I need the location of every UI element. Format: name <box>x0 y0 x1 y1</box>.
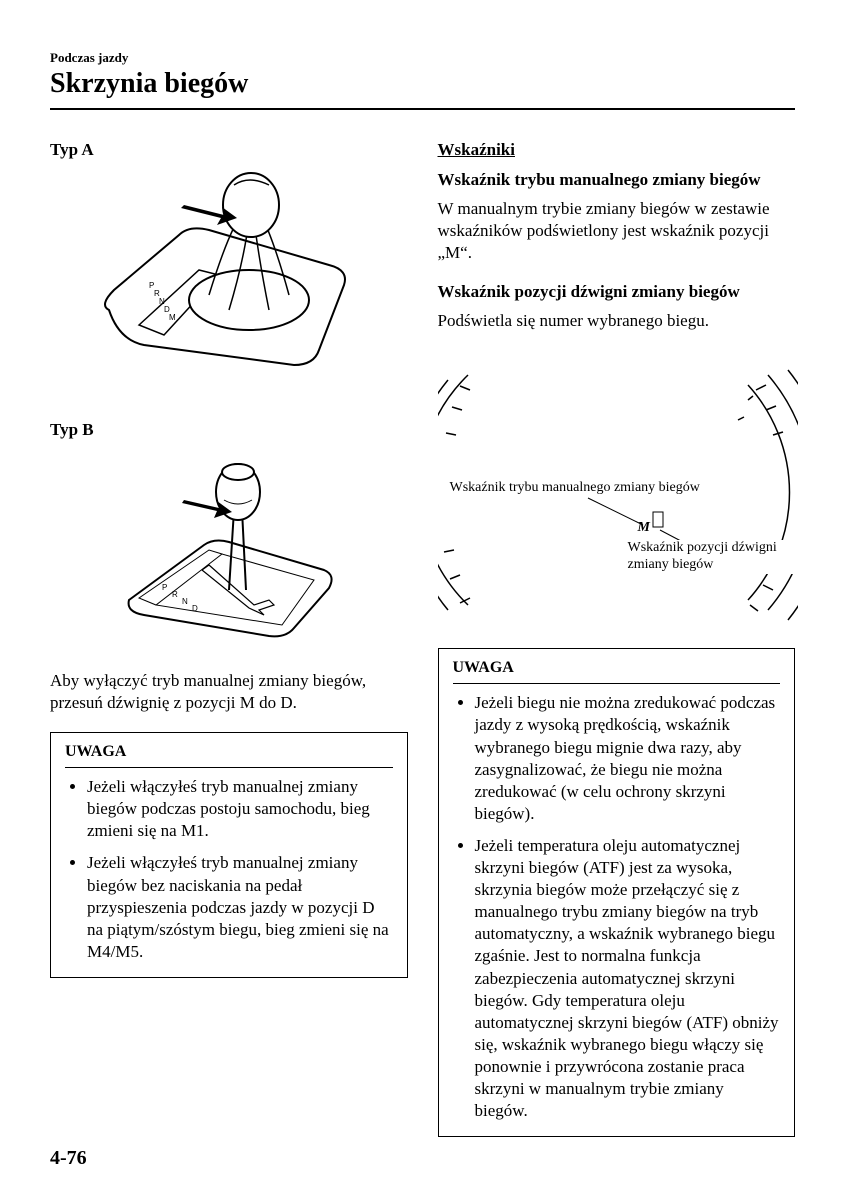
chapter-label: Podczas jazdy <box>50 50 795 66</box>
right-note-list: Jeżeli biegu nie można zredukować podcza… <box>453 692 781 1122</box>
left-note-title: UWAGA <box>65 743 393 768</box>
section-title: Skrzynia biegów <box>50 68 795 100</box>
gauge-label-manual-mode: Wskaźnik trybu manualnego zmiany biegów <box>450 480 760 497</box>
manual-mode-heading: Wskaźnik trybu manualnego zmiany biegów <box>438 170 796 190</box>
right-column: Wskaźniki Wskaźnik trybu manualnego zmia… <box>438 140 796 1155</box>
svg-text:M: M <box>169 313 176 322</box>
content-columns: Typ A P R N D M <box>50 140 795 1155</box>
gear-pos-heading: Wskaźnik pozycji dźwigni zmiany biegów <box>438 282 796 302</box>
right-note-box: UWAGA Jeżeli biegu nie można zredukować … <box>438 648 796 1137</box>
left-note-item: Jeżeli włączyłeś tryb manualnej zmiany b… <box>87 776 393 842</box>
left-column: Typ A P R N D M <box>50 140 408 1155</box>
svg-text:R: R <box>172 590 178 599</box>
left-body-text: Aby wyłączyć tryb manualnej zmiany biegó… <box>50 670 408 714</box>
gear-shifter-illustration-b: P R N D <box>50 450 408 650</box>
svg-text:D: D <box>192 604 198 613</box>
left-note-box: UWAGA Jeżeli włączyłeś tryb manualnej zm… <box>50 732 408 978</box>
right-note-item: Jeżeli biegu nie można zredukować podcza… <box>475 692 781 825</box>
svg-text:N: N <box>182 597 188 606</box>
indicators-heading: Wskaźniki <box>438 140 796 160</box>
left-note-item: Jeżeli włączyłeś tryb manualnej zmiany b… <box>87 852 393 962</box>
svg-text:P: P <box>162 583 167 592</box>
right-note-title: UWAGA <box>453 659 781 684</box>
gear-shifter-illustration-a: P R N D M <box>50 170 408 400</box>
type-a-heading: Typ A <box>50 140 408 160</box>
gauge-m-indicator: M <box>638 520 650 536</box>
left-note-list: Jeżeli włączyłeś tryb manualnej zmiany b… <box>65 776 393 963</box>
right-note-item: Jeżeli temperatura oleju automatycznej s… <box>475 835 781 1122</box>
gear-pos-text: Podświetla się numer wybranego biegu. <box>438 310 796 332</box>
page-header: Podczas jazdy Skrzynia biegów <box>50 50 795 110</box>
manual-mode-text: W manualnym trybie zmiany biegów w zesta… <box>438 198 796 264</box>
page-number: 4-76 <box>50 1147 87 1170</box>
gauge-label-gear-pos: Wskaźnik pozycji dźwigni zmiany biegów <box>628 540 798 574</box>
type-b-heading: Typ B <box>50 420 408 440</box>
gauge-illustration: Wskaźnik trybu manualnego zmiany biegów … <box>438 350 798 630</box>
